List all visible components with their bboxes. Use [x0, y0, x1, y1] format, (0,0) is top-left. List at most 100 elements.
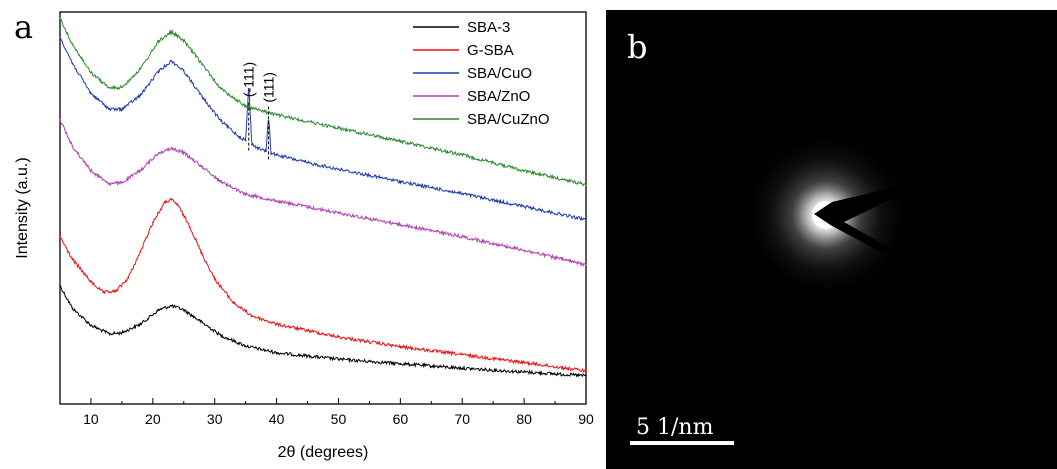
series-sba-3	[59, 284, 587, 378]
x-tick-label: 70	[454, 411, 470, 427]
data-point	[139, 68, 142, 70]
data-point	[523, 361, 525, 364]
x-tick-label: 20	[145, 411, 161, 427]
data-point	[90, 71, 92, 74]
series-line	[59, 118, 587, 268]
data-point	[244, 193, 247, 195]
data-point	[275, 200, 278, 202]
data-point	[220, 334, 222, 337]
data-point	[523, 169, 525, 172]
legend-label: SBA/CuZnO	[467, 111, 550, 128]
x-tick-label: 40	[269, 411, 285, 427]
data-point	[585, 370, 587, 372]
data-point	[71, 258, 74, 261]
data-point	[399, 362, 402, 365]
plot-area: (-111) (111) 10 20 30 40 50 60 70 80 90	[59, 11, 594, 427]
x-tick-label: 80	[516, 411, 532, 427]
data-point	[275, 323, 278, 325]
data-point	[399, 140, 402, 143]
data-point	[121, 108, 123, 110]
data-point	[170, 60, 173, 62]
data-point	[59, 36, 61, 38]
legend-label: SBA/CuO	[467, 65, 532, 82]
data-point	[585, 264, 587, 266]
data-point	[108, 183, 111, 185]
data-point	[585, 183, 587, 186]
data-point	[139, 323, 142, 325]
series-line	[59, 18, 587, 187]
series-g-sba	[59, 198, 587, 374]
data-point	[244, 345, 247, 347]
data-point	[461, 235, 464, 238]
data-point	[220, 120, 222, 122]
data-point	[201, 321, 204, 324]
data-point	[201, 166, 204, 168]
data-point	[257, 147, 259, 149]
data-point	[59, 235, 61, 238]
data-point	[108, 108, 111, 110]
data-point	[238, 136, 241, 138]
data-point	[139, 94, 142, 97]
data-point	[220, 180, 222, 183]
data-point	[337, 358, 340, 361]
x-tick-label: 90	[578, 411, 594, 427]
panel-a-letter: a	[14, 8, 33, 46]
data-point	[275, 352, 278, 354]
data-point	[176, 203, 179, 206]
data-point	[108, 333, 111, 335]
data-point	[121, 86, 123, 89]
legend-label: SBA/ZnO	[467, 88, 530, 105]
series-line	[59, 37, 587, 222]
data-point	[213, 278, 216, 280]
plot-frame	[59, 11, 587, 405]
legend-label: SBA-3	[467, 19, 510, 36]
data-point	[127, 277, 129, 279]
data-point	[90, 281, 92, 283]
data-point	[251, 143, 253, 146]
data-point	[139, 169, 142, 172]
x-axis-ticks: 10 20 30 40 50 60 70 80 90	[59, 398, 594, 427]
data-point	[183, 70, 185, 72]
data-point	[121, 181, 123, 184]
data-point	[158, 309, 160, 311]
data-point	[139, 250, 142, 253]
peak-annotation: (-111)	[241, 62, 257, 97]
data-point	[170, 304, 173, 307]
diffraction-panel: b 5 1/nm	[606, 10, 1057, 469]
data-point	[337, 127, 340, 129]
data-point	[232, 301, 235, 304]
beam-stopper	[814, 186, 910, 253]
data-point	[337, 168, 340, 170]
data-point	[59, 17, 61, 19]
data-point	[90, 92, 92, 95]
scale-bar-label: 5 1/nm	[636, 415, 714, 440]
data-point	[152, 221, 154, 224]
data-point	[59, 284, 61, 287]
data-point	[71, 62, 74, 64]
data-point	[102, 291, 105, 294]
data-point	[585, 375, 587, 377]
data-point	[337, 212, 340, 214]
data-point	[251, 315, 253, 317]
y-axis-title: Intensity (a.u.)	[14, 157, 31, 258]
data-point	[158, 39, 160, 42]
data-point	[461, 192, 464, 195]
data-point	[399, 345, 402, 348]
annotation-layer: (-111) (111)	[241, 62, 277, 160]
data-point	[114, 290, 117, 293]
data-point	[170, 31, 173, 33]
data-point	[59, 119, 61, 121]
legend: SBA-3 G-SBA SBA/CuO SBA/ZnO SBA/CuZnO	[413, 19, 550, 128]
data-point	[220, 88, 222, 90]
data-point	[121, 332, 123, 334]
data-point	[158, 151, 160, 154]
data-point	[71, 43, 74, 46]
data-point	[170, 147, 173, 150]
data-point	[108, 87, 111, 89]
data-point	[265, 150, 267, 153]
data-point	[183, 151, 185, 154]
data-point	[71, 307, 74, 310]
data-point	[461, 154, 464, 156]
x-axis-title: 2θ (degrees)	[278, 444, 369, 461]
